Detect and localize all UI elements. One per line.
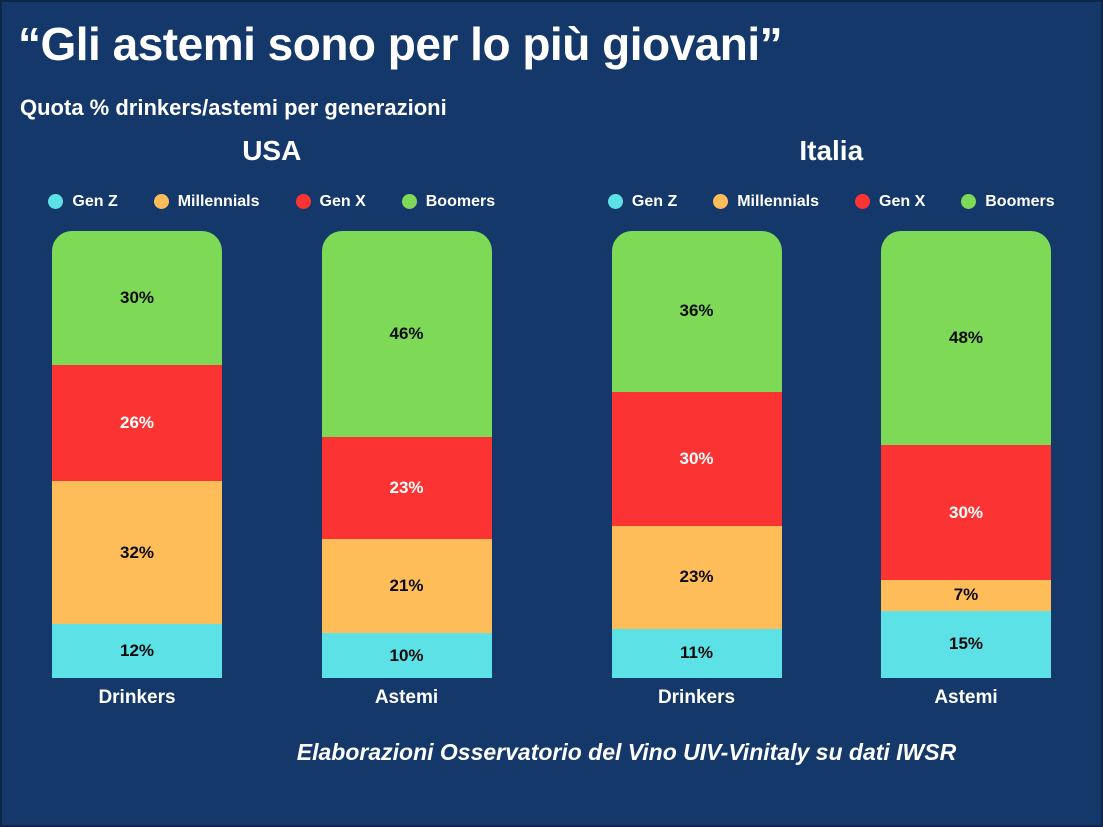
legend-label: Gen Z bbox=[631, 192, 678, 210]
segment-value-label: 30% bbox=[948, 502, 984, 522]
group-title-italia: Italia bbox=[799, 134, 864, 166]
segment-value-label: 30% bbox=[679, 448, 714, 468]
legend-item-gen-x: Gen X bbox=[855, 193, 925, 211]
segment-value-label: 12% bbox=[119, 641, 155, 661]
stacked-bar: 30% 26% 32% 12% bbox=[52, 230, 222, 678]
bar-segment-millennials: 21% bbox=[321, 539, 492, 634]
legend-item-gen-x: Gen X bbox=[295, 192, 366, 211]
bar-category-label: Astemi bbox=[934, 686, 998, 708]
legend-item-millennials: Millennials bbox=[713, 193, 819, 211]
legend-label: Boomers bbox=[985, 192, 1055, 210]
legend-dot-boomers-icon bbox=[961, 194, 977, 210]
bar-segment-gen-x: 30% bbox=[611, 391, 782, 526]
legend-dot-millennials-icon bbox=[713, 194, 729, 210]
legend-dot-millennials-icon bbox=[153, 194, 169, 210]
bar-usa-drinkers: 30% 26% 32% 12% Drinkers bbox=[52, 230, 222, 709]
legend-dot-gen-x-icon bbox=[855, 194, 871, 210]
legend-label: Millennials bbox=[737, 192, 820, 210]
segment-value-label: 26% bbox=[119, 413, 155, 433]
bar-segment-gen-z: 12% bbox=[52, 624, 222, 678]
bar-segment-boomers: 36% bbox=[611, 230, 782, 392]
legend-label: Millennials bbox=[177, 192, 260, 210]
segment-value-label: 32% bbox=[119, 542, 155, 562]
segment-value-label: 23% bbox=[389, 477, 424, 497]
bar-segment-gen-x: 26% bbox=[52, 364, 222, 482]
bar-segment-gen-z: 11% bbox=[611, 628, 782, 678]
legend-item-gen-z: Gen Z bbox=[607, 192, 678, 211]
segment-value-label: 23% bbox=[679, 567, 714, 587]
chart-group-italia: Italia Gen Z Millennials Gen X Boomers 3… bbox=[592, 135, 1072, 709]
legend-label: Boomers bbox=[425, 192, 496, 210]
legend-dot-gen-z-icon bbox=[48, 194, 64, 210]
bar-category-label: Drinkers bbox=[657, 686, 736, 708]
page-title: “Gli astemi sono per lo più giovani” bbox=[18, 18, 783, 70]
bar-usa-astemi: 46% 23% 21% 10% Astemi bbox=[321, 230, 492, 709]
bar-segment-gen-z: 15% bbox=[881, 610, 1051, 678]
bar-segment-boomers: 48% bbox=[881, 230, 1051, 446]
legend-item-boomers: Boomers bbox=[401, 192, 496, 211]
segment-value-label: 15% bbox=[948, 634, 984, 654]
stacked-bar: 36% 30% 23% 11% bbox=[611, 230, 782, 678]
legend-dot-boomers-icon bbox=[401, 194, 417, 210]
segment-value-label: 36% bbox=[679, 301, 714, 321]
stacked-bar: 46% 23% 21% 10% bbox=[321, 230, 492, 678]
legend-usa: Gen Z Millennials Gen X Boomers bbox=[32, 193, 512, 211]
bar-segment-boomers: 46% bbox=[321, 230, 492, 437]
legend-dot-gen-z-icon bbox=[607, 194, 623, 210]
bars-usa: 30% 26% 32% 12% Drinkers 46% 23% 21% 10% Astemi bbox=[32, 230, 512, 709]
legend-label: Gen X bbox=[319, 192, 366, 210]
bar-segment-millennials: 32% bbox=[52, 481, 222, 625]
bar-segment-millennials: 23% bbox=[611, 525, 782, 629]
segment-value-label: 11% bbox=[679, 643, 714, 663]
bar-category-label: Astemi bbox=[374, 686, 439, 708]
stacked-bar: 48% 30% 7% 15% bbox=[881, 230, 1051, 678]
bar-segment-gen-x: 30% bbox=[881, 445, 1051, 580]
bar-segment-boomers: 30% bbox=[52, 230, 222, 365]
bar-italia-astemi: 48% 30% 7% 15% Astemi bbox=[881, 230, 1051, 709]
chart-group-usa: USA Gen Z Millennials Gen X Boomers 30% 2… bbox=[32, 135, 512, 709]
bar-segment-gen-x: 23% bbox=[321, 436, 492, 540]
legend-italia: Gen Z Millennials Gen X Boomers bbox=[592, 193, 1072, 211]
group-title-usa: USA bbox=[242, 134, 302, 166]
legend-label: Gen Z bbox=[72, 192, 118, 210]
legend-item-boomers: Boomers bbox=[961, 192, 1055, 211]
page-subtitle: Quota % drinkers/astemi per generazioni bbox=[20, 94, 447, 120]
segment-value-label: 10% bbox=[389, 645, 424, 665]
segment-value-label: 46% bbox=[389, 323, 424, 343]
segment-value-label: 48% bbox=[948, 328, 984, 348]
legend-dot-gen-x-icon bbox=[295, 194, 311, 210]
bar-category-label: Drinkers bbox=[98, 686, 176, 708]
source-note: Elaborazioni Osservatorio del Vino UIV-V… bbox=[296, 738, 957, 765]
bar-segment-gen-z: 10% bbox=[321, 633, 492, 678]
legend-item-gen-z: Gen Z bbox=[48, 192, 118, 211]
legend-label: Gen X bbox=[879, 192, 926, 210]
segment-value-label: 7% bbox=[953, 585, 979, 605]
charts-row: USA Gen Z Millennials Gen X Boomers 30% 2… bbox=[2, 135, 1101, 709]
segment-value-label: 21% bbox=[389, 576, 424, 596]
bar-segment-millennials: 7% bbox=[881, 579, 1051, 611]
bars-italia: 36% 30% 23% 11% Drinkers 48% 30% 7% 15% Astemi bbox=[592, 230, 1072, 709]
legend-item-millennials: Millennials bbox=[153, 192, 260, 211]
bar-italia-drinkers: 36% 30% 23% 11% Drinkers bbox=[611, 230, 782, 709]
segment-value-label: 30% bbox=[119, 287, 155, 307]
